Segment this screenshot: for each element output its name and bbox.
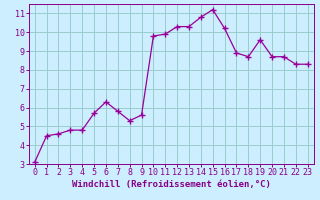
X-axis label: Windchill (Refroidissement éolien,°C): Windchill (Refroidissement éolien,°C) <box>72 180 271 189</box>
